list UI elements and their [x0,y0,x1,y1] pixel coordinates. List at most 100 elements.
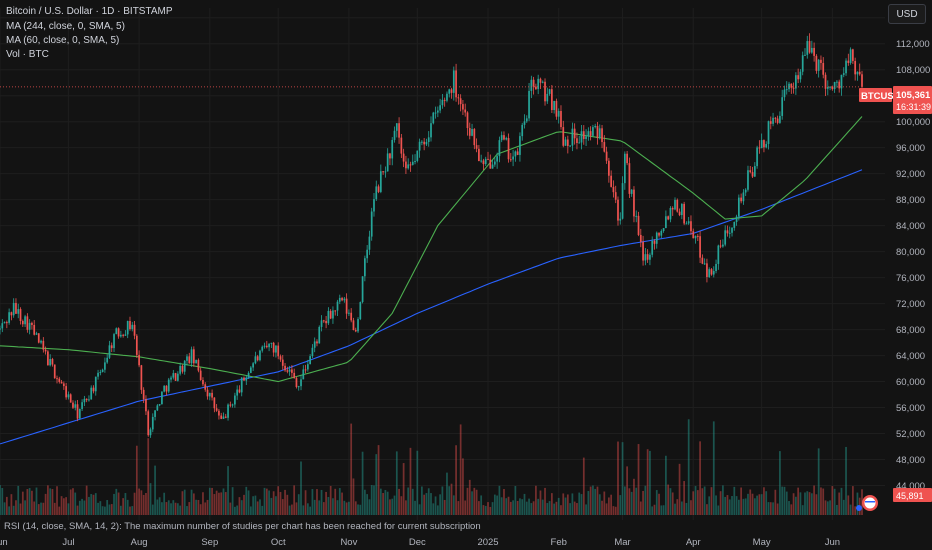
candle-body [117,328,120,337]
candle-body [398,123,400,138]
volume-bar [327,497,330,515]
candle-body [229,404,232,406]
candle-body [635,215,638,217]
volume-bar [72,488,74,515]
candle-body [849,49,852,63]
candle-body [742,192,745,202]
candle-body [598,128,601,139]
candle-body [129,321,131,330]
volume-bar [115,488,118,515]
candle-body [489,159,492,169]
candle-body [416,150,419,161]
candle-body [544,81,546,102]
volume-bar [359,504,362,515]
currency-button[interactable]: USD [888,4,926,24]
volume-bar [357,504,359,515]
event-icon[interactable] [856,505,862,511]
candle-body [804,54,806,56]
candle-body [436,110,439,113]
volume-bar [550,493,553,515]
candle-body [240,377,243,393]
candle-body [653,240,656,244]
candle-body [83,398,86,403]
volume-bar [585,504,587,515]
candle-body [320,320,323,327]
candle-body [747,170,749,190]
volume-bar [749,489,752,515]
volume-bar [238,497,241,515]
volume-bar [311,489,314,515]
volume-bar [202,492,204,515]
volume-bar [603,491,606,515]
candle-body [774,117,777,119]
candle-body [44,349,47,352]
y-tick-label: 76,000 [896,273,925,284]
volume-bar [795,496,797,515]
volume-badge-bg [893,488,932,502]
volume-bar [384,490,387,515]
volume-bar [635,487,638,515]
volume-bar [774,489,777,515]
chart-title: Bitcoin / U.S. Dollar · 1D · BITSTAMP [6,6,173,17]
candle-body [649,254,651,260]
volume-bar [350,423,353,515]
candle-body [696,235,699,237]
volume-bar [183,489,186,515]
volume-bar [295,502,298,515]
candle-body [67,394,70,398]
volume-bar [379,488,382,515]
candle-body [370,211,373,237]
time-axis[interactable]: Jun Jul Aug Sep Oct Nov Dec 2025 Feb Mar Apr May Jun [0,537,840,548]
candle-body [658,232,660,236]
volume-bar [161,502,163,515]
volume-bar [252,496,254,515]
candle-body [167,379,170,392]
candle-body [297,386,300,388]
candle-body [571,128,574,146]
candle-body [487,158,489,160]
candle-body [532,79,535,87]
candle-body [249,367,252,373]
candle-body [56,378,58,380]
volume-bar [466,487,469,515]
candle-body [655,232,658,244]
volume-bar [482,505,485,515]
volume-bar [772,502,774,515]
volume-bar [744,498,747,515]
candle-body [338,297,341,302]
candle-body [158,404,161,406]
indicator-ma-60[interactable]: MA (60, close, 0, SMA, 5) [6,35,119,46]
volume-bar [747,493,749,515]
candle-body [53,364,56,379]
volume-bar [623,486,626,515]
candle-body [279,356,282,360]
indicator-ma-244[interactable]: MA (244, close, 0, SMA, 5) [6,21,125,32]
indicator-volume[interactable]: Vol · BTC [6,49,49,60]
candle-body [628,163,631,194]
candle-body [354,330,357,332]
volume-bar [519,498,521,515]
volume-bar [724,496,727,515]
volume-bar [621,442,624,515]
candle-body [206,389,209,397]
candle-body [256,356,259,361]
candle-body [507,138,510,160]
volume-bar [179,505,182,515]
candle-body [537,78,540,90]
candle-body [715,263,717,272]
y-tick-label: 80,000 [896,247,925,258]
candle-body [49,358,52,366]
volume-bar [436,505,439,515]
candle-body [10,312,13,316]
price-axis[interactable]: 44,000 48,000 52,000 56,000 60,000 64,000 68,0… [896,39,930,492]
candle-body [735,216,738,222]
volume-bar [49,488,52,515]
volume-bar [852,486,854,515]
volume-bar [626,466,628,515]
candle-body [619,218,622,221]
candle-body [452,70,455,93]
candle-body [190,349,193,364]
candle-body [231,404,234,406]
